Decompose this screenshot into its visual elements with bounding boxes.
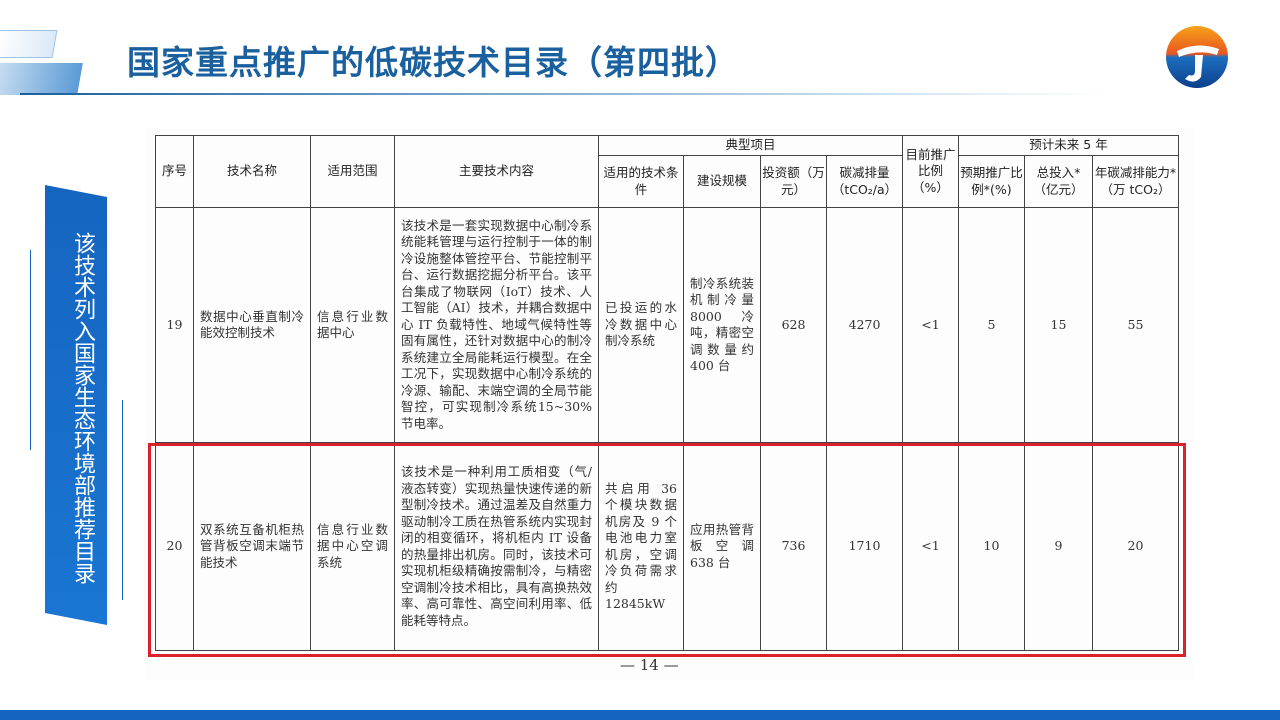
- table-row-highlighted: 20 双系统互备机柜热管背板空调末端节能技术 信息行业数据中心空调系统 该技术是…: [155, 442, 1179, 651]
- side-banner: [45, 185, 107, 625]
- cell-name: 双系统互备机柜热管背板空调末端节能技术: [193, 442, 311, 651]
- company-logo-icon: [1166, 26, 1228, 88]
- header-conditions: 适用的技术条件: [598, 155, 684, 208]
- cell-scope: 信息行业数据中心: [310, 207, 395, 443]
- decorative-line: [30, 250, 31, 450]
- cell-content: 该技术是一套实现数据中心制冷系统能耗管理与运行控制于一体的制冷设施整体管控平台、…: [394, 207, 599, 443]
- side-banner-text: 该技术列入国家生态环境部推荐目录: [70, 232, 95, 584]
- header-total-investment: 总投入*（亿元）: [1024, 155, 1093, 208]
- header-no: 序号: [155, 135, 194, 208]
- cell-annual-reduction: 55: [1092, 207, 1179, 443]
- header-typical: 典型项目: [598, 135, 903, 156]
- header-current-ratio: 目前推广比例（%）: [902, 135, 959, 208]
- header-scale: 建设规模: [683, 155, 761, 208]
- cell-expected-ratio: 5: [958, 207, 1025, 443]
- header-decoration: [0, 30, 58, 58]
- header-name: 技术名称: [193, 135, 311, 208]
- cell-scale: 制冷系统装机制冷量 8000 冷吨，精密空调数量约 400 台: [683, 207, 761, 443]
- header-content: 主要技术内容: [394, 135, 599, 208]
- header-reduction: 碳减排量（tCO₂/a）: [826, 155, 903, 208]
- cell-scale: 应用热管背板空调 638 台: [683, 442, 761, 651]
- cell-no: 20: [155, 442, 194, 651]
- footer-bar: [0, 710, 1280, 720]
- header-forecast: 预计未来 5 年: [958, 135, 1179, 156]
- cell-current-ratio: <1: [902, 207, 959, 443]
- cell-total-investment: 15: [1024, 207, 1093, 443]
- cell-reduction: 1710: [826, 442, 903, 651]
- title-divider: [20, 93, 1110, 95]
- cell-name: 数据中心垂直制冷能效控制技术: [193, 207, 311, 443]
- technology-table: 序号 技术名称 适用范围 主要技术内容 典型项目 目前推广比例（%） 预计未来 …: [155, 135, 1179, 651]
- cell-content: 该技术是一种利用工质相变（气/液态转变）实现热量快速传递的新型制冷技术。通过温差…: [394, 442, 599, 651]
- cell-expected-ratio: 10: [958, 442, 1025, 651]
- header-annual-reduction: 年碳减排能力*（万 tCO₂）: [1092, 155, 1179, 208]
- table-row: 19 数据中心垂直制冷能效控制技术 信息行业数据中心 该技术是一套实现数据中心制…: [155, 207, 1179, 443]
- highlight-box: [148, 443, 1186, 657]
- decorative-line: [122, 400, 123, 600]
- page-number: — 14 —: [620, 656, 679, 674]
- header-scope: 适用范围: [310, 135, 395, 208]
- cell-no: 19: [155, 207, 194, 443]
- page-title: 国家重点推广的低碳技术目录（第四批）: [127, 43, 739, 82]
- header-investment: 投资额（万元）: [760, 155, 827, 208]
- cell-investment: 628: [760, 207, 827, 443]
- cell-conditions: 已投运的水冷数据中心制冷系统: [598, 207, 684, 443]
- header-expected-ratio: 预期推广比例*(%): [958, 155, 1025, 208]
- cell-scope: 信息行业数据中心空调系统: [310, 442, 395, 651]
- cell-annual-reduction: 20: [1092, 442, 1179, 651]
- header-decoration: [0, 63, 83, 95]
- cell-reduction: 4270: [826, 207, 903, 443]
